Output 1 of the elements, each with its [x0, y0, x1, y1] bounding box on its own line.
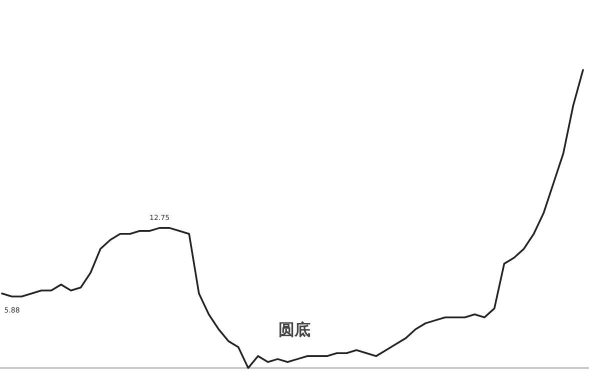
annotation: 圆底	[278, 320, 310, 339]
